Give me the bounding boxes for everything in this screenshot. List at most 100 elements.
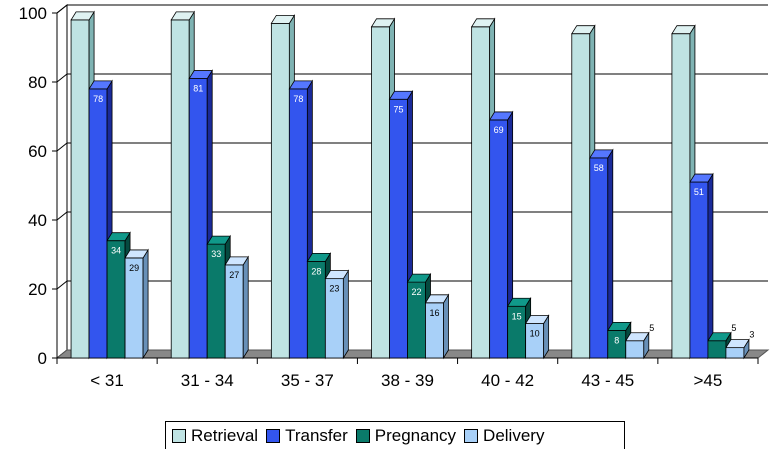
- gridline-join: [56, 211, 68, 221]
- data-label: 8: [614, 335, 619, 345]
- bar-top: [188, 70, 213, 79]
- bar-top: [589, 149, 614, 159]
- legend-swatch: [266, 428, 281, 443]
- legend-label: Pregnancy: [374, 425, 457, 445]
- bar: [471, 26, 491, 359]
- bar-top: [170, 11, 195, 21]
- legend-swatch: [355, 428, 370, 443]
- y-tick-label: 80: [28, 73, 47, 92]
- bar-top: [707, 332, 732, 342]
- legend-label: Retrieval: [191, 425, 259, 445]
- bar: [288, 88, 308, 359]
- bar: [571, 33, 591, 359]
- bar: [371, 26, 390, 359]
- data-label: 16: [429, 308, 439, 318]
- data-label: 23: [329, 284, 339, 294]
- data-label: 58: [594, 163, 604, 173]
- bar-top: [424, 294, 450, 304]
- bar-top: [625, 332, 650, 342]
- bar: [489, 119, 509, 359]
- y-tick-label: 60: [28, 142, 47, 161]
- data-label: 78: [93, 94, 103, 104]
- bar: [707, 340, 727, 359]
- data-label: 69: [494, 125, 504, 135]
- bar: [170, 19, 190, 359]
- y-tick-label: 100: [19, 4, 47, 23]
- gridline-join: [56, 280, 68, 290]
- bar: [188, 78, 208, 359]
- data-label: 15: [512, 311, 522, 321]
- bar-top: [270, 14, 296, 24]
- bar-top: [106, 232, 131, 242]
- data-label: 75: [393, 104, 403, 114]
- bar-top: [524, 315, 550, 324]
- data-label: 33: [211, 249, 221, 259]
- x-tick-label: 43 - 45: [581, 371, 634, 390]
- bar-top: [488, 111, 514, 121]
- x-tick-label: 40 - 42: [481, 371, 534, 390]
- bar: [589, 157, 609, 359]
- bar: [270, 22, 290, 359]
- bar-top: [689, 173, 714, 183]
- bar: [625, 340, 645, 359]
- bar: [70, 19, 90, 359]
- bar-top: [224, 256, 249, 266]
- bar-side: [342, 269, 349, 360]
- bar-top: [506, 297, 532, 307]
- gridline-join: [56, 73, 68, 83]
- y-tick-label: 40: [28, 211, 47, 230]
- data-label: 51: [694, 187, 704, 197]
- data-label: 34: [111, 246, 121, 256]
- legend-swatch: [172, 428, 186, 443]
- bar: [88, 88, 108, 359]
- legend-swatch: [464, 428, 479, 443]
- bar-top: [88, 80, 113, 90]
- legend: Retrieval Transfer Pregnancy Delivery: [165, 421, 625, 449]
- bar-top: [324, 270, 350, 280]
- data-label: 5: [731, 323, 736, 333]
- y-tick-label: 0: [38, 349, 47, 368]
- bar-side: [443, 293, 449, 360]
- gridline-join: [56, 142, 68, 152]
- bar-top: [206, 235, 231, 245]
- bar-top: [70, 11, 95, 21]
- y-tick-label: 20: [28, 280, 47, 299]
- bar-top: [607, 321, 632, 331]
- data-label: 28: [311, 266, 321, 276]
- x-tick-label: 31 - 34: [181, 371, 234, 390]
- data-label: 29: [129, 263, 139, 273]
- bar: [389, 98, 408, 359]
- bar-side: [242, 255, 249, 360]
- legend-item: Retrieval: [172, 426, 258, 446]
- bar-top: [370, 18, 396, 28]
- bar-top: [725, 339, 750, 349]
- bar: [689, 181, 709, 359]
- legend-item: Transfer: [266, 426, 348, 446]
- data-label: 5: [649, 323, 654, 333]
- x-tick-label: < 31: [90, 371, 124, 390]
- x-tick-label: >45: [694, 371, 723, 390]
- legend-label: Delivery: [483, 425, 545, 445]
- x-tick-label: 35 - 37: [281, 371, 334, 390]
- data-label: 22: [411, 287, 421, 297]
- chart: 0 20 40 60 80 100 78 34 29 < 31 81 33 27 31 - 34 78 28 2…: [19, 3, 770, 390]
- bar-side: [707, 172, 714, 360]
- legend-item: Pregnancy: [355, 425, 457, 446]
- data-label: 78: [293, 94, 303, 104]
- legend-item: Delivery: [464, 426, 544, 446]
- bar-top: [470, 18, 496, 28]
- bar-top: [571, 25, 596, 35]
- bar-top: [406, 273, 432, 283]
- bar-top: [306, 252, 332, 262]
- data-label: 27: [229, 270, 239, 280]
- bar-top: [388, 90, 414, 100]
- data-label: 3: [749, 330, 754, 340]
- bar-top: [124, 249, 149, 259]
- bar: [206, 243, 226, 359]
- gridline-join: [56, 4, 68, 14]
- bar: [671, 33, 691, 359]
- x-tick-label: 38 - 39: [381, 371, 434, 390]
- data-label: 10: [530, 329, 540, 339]
- bar: [106, 240, 126, 359]
- legend-label: Transfer: [285, 425, 348, 445]
